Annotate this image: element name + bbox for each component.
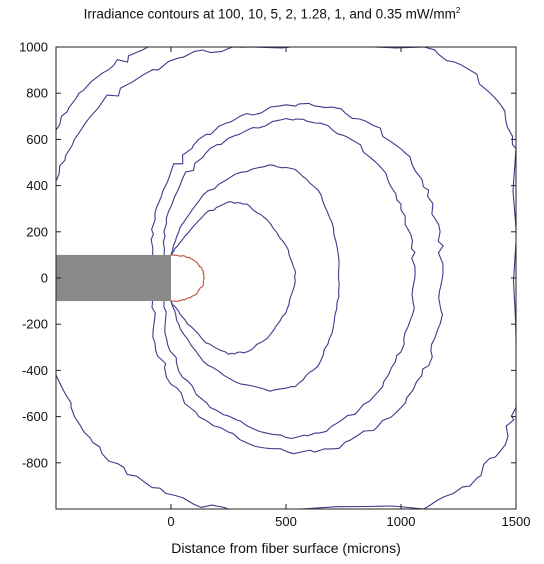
contour-line-1_28 xyxy=(150,102,444,455)
y-tick-label: 200 xyxy=(26,224,48,239)
y-tick-label: -600 xyxy=(22,409,48,424)
contour-line-100 xyxy=(170,254,205,302)
contour-line-0_35 xyxy=(56,47,149,131)
y-tick-label: -400 xyxy=(22,363,48,378)
y-tick-label: 800 xyxy=(26,86,48,101)
y-tick-label: 1000 xyxy=(19,40,48,55)
x-tick-label: 1500 xyxy=(502,514,531,529)
chart-title: Irradiance contours at 100, 10, 5, 2, 1.… xyxy=(83,6,461,22)
contour-line-1 xyxy=(56,47,516,509)
contour-line-2 xyxy=(162,118,416,440)
y-tick-label: 0 xyxy=(41,271,48,286)
contour-line-10 xyxy=(170,201,296,355)
y-tick-label: -800 xyxy=(22,455,48,470)
y-tick-label: -200 xyxy=(22,317,48,332)
y-tick-label: 600 xyxy=(26,132,48,147)
fiber-rect xyxy=(56,254,171,302)
x-axis-label: Distance from fiber surface (microns) xyxy=(171,540,401,556)
x-tick-label: 500 xyxy=(275,514,297,529)
y-tick-label: 400 xyxy=(26,178,48,193)
x-tick-label: 1000 xyxy=(387,514,416,529)
title-superscript: 2 xyxy=(455,6,461,15)
x-tick-label: 0 xyxy=(167,514,174,529)
contour-line-5 xyxy=(170,164,340,392)
